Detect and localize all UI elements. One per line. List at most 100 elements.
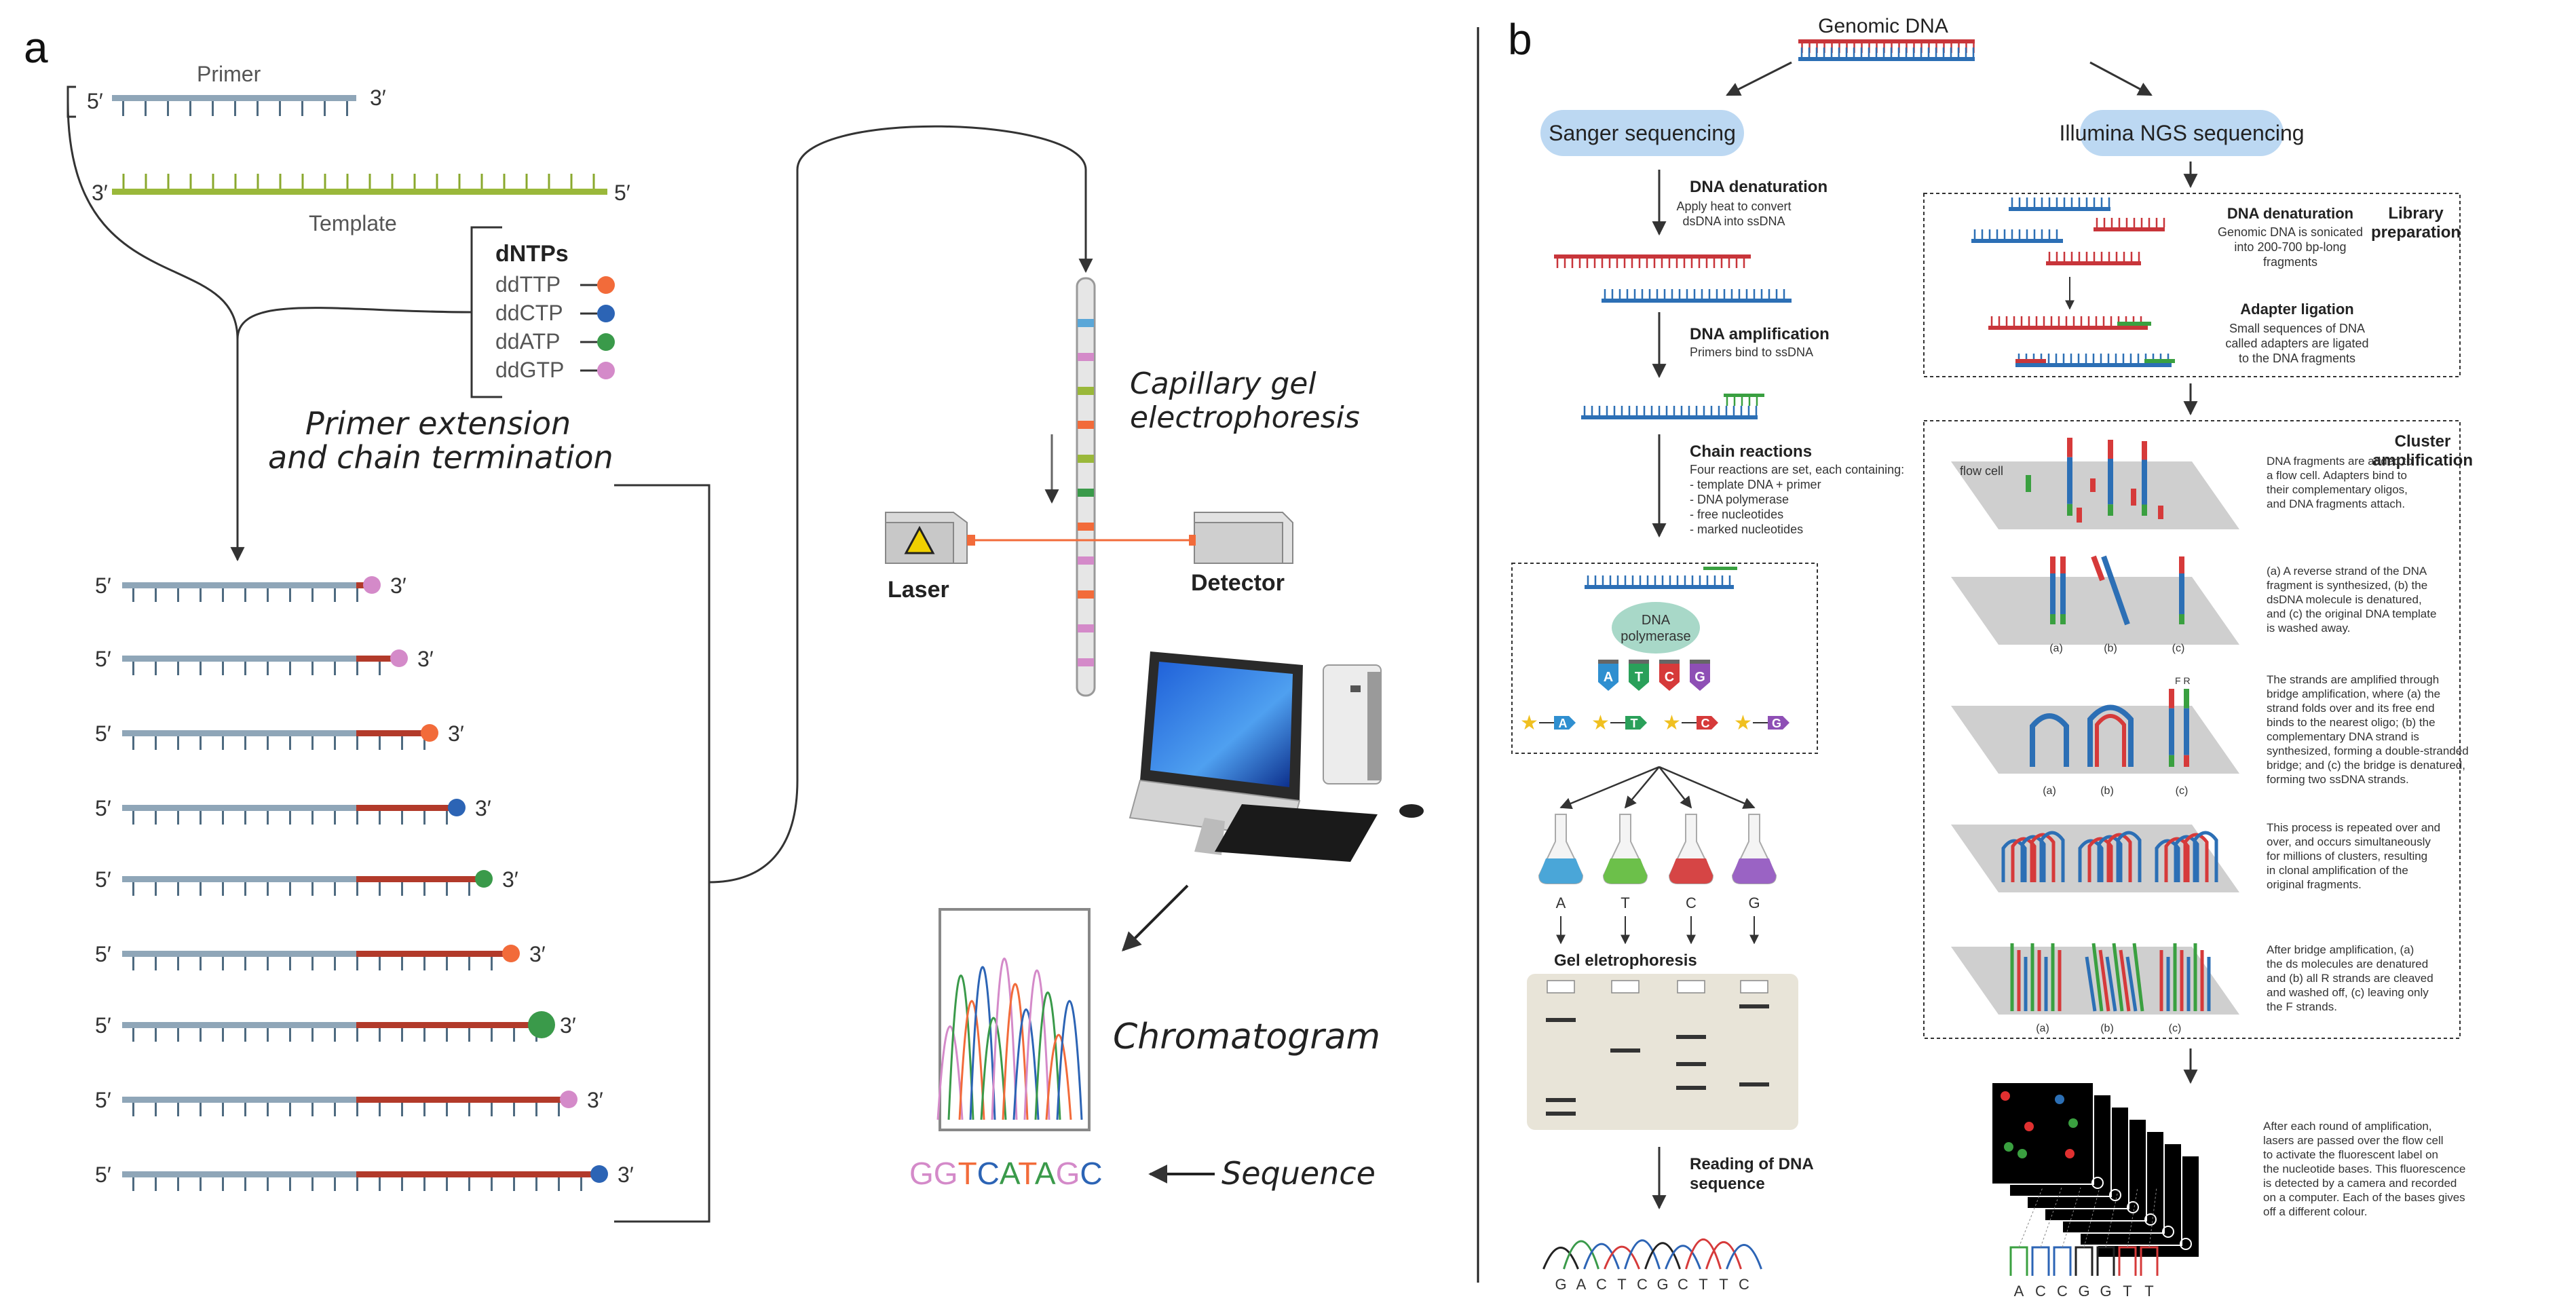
trace-bar bbox=[2009, 1246, 2028, 1276]
fragment-5-prime: 5′ bbox=[95, 1013, 111, 1038]
panel-b-letter: b bbox=[1508, 15, 1532, 64]
chromatogram-peak bbox=[1056, 1000, 1083, 1120]
desc-line: Apply heat to convert bbox=[1676, 200, 1791, 213]
read-base: C bbox=[1678, 1276, 1688, 1293]
flow-cell-label: flow cell bbox=[1960, 464, 2003, 478]
chromatogram-peak bbox=[936, 1025, 964, 1120]
desc-line: on a computer. Each of the bases gives bbox=[2263, 1191, 2465, 1204]
fragment-3-prime: 3′ bbox=[475, 796, 491, 820]
cluster-marker bbox=[2127, 1201, 2139, 1213]
sequence-text: GGTCATAGC bbox=[909, 1156, 1103, 1191]
ddntp-terminator-dot bbox=[390, 649, 408, 667]
trace-bar bbox=[2053, 1246, 2072, 1276]
adapter-desc: Small sequences of DNA called adapters ar… bbox=[2225, 322, 2368, 365]
trace-bar bbox=[2031, 1246, 2050, 1276]
merge-arrow bbox=[230, 307, 472, 562]
merge-line-left bbox=[67, 101, 239, 340]
fragment bbox=[2094, 218, 2165, 231]
desc-line: - template DNA + primer bbox=[1690, 478, 1821, 491]
sanger-title: Sanger sequencing bbox=[1549, 121, 1736, 145]
desc-line: Small sequences of DNA bbox=[2229, 322, 2365, 335]
flask-label: G bbox=[1748, 894, 1760, 911]
abc-label: (a) bbox=[2043, 785, 2056, 797]
capillary-band bbox=[1078, 455, 1094, 463]
cluster-bridge bbox=[2020, 835, 2046, 882]
capillary-band bbox=[1078, 556, 1094, 565]
detector-label: Detector bbox=[1191, 570, 1285, 596]
ddntp-dot bbox=[597, 362, 615, 379]
gel-band bbox=[1676, 1062, 1706, 1066]
sequence-letter: C bbox=[977, 1156, 1000, 1191]
fluorescent-spot bbox=[2055, 1095, 2064, 1104]
dntps-title: dNTPs bbox=[495, 241, 569, 267]
flask-liquid bbox=[1539, 858, 1583, 884]
nucleotide-letter: G bbox=[1694, 670, 1705, 685]
cluster-marker bbox=[2162, 1226, 2174, 1238]
desc-line: to activate the fluorescent label on bbox=[2263, 1148, 2438, 1161]
genomic-dna-label: Genomic DNA bbox=[1818, 15, 1948, 37]
final-strand bbox=[2119, 949, 2131, 1012]
star-icon: ★ bbox=[1734, 712, 1752, 734]
fragment-5-prime: 5′ bbox=[95, 647, 111, 671]
fragment-3-prime: 3′ bbox=[417, 647, 434, 671]
fragment: 5′ 3′ bbox=[95, 721, 464, 750]
cluster-bridge bbox=[2030, 833, 2056, 882]
template-3-prime: 3′ bbox=[92, 181, 108, 205]
nucleotide-letter: C bbox=[1665, 670, 1674, 685]
primer-template: 5′ 3′ 3′ 5′ bbox=[67, 86, 630, 205]
chromatogram-peak bbox=[1023, 969, 1050, 1120]
primer-strand bbox=[112, 95, 356, 101]
gel-band bbox=[1676, 1086, 1706, 1090]
gel-bands bbox=[1546, 980, 1769, 1116]
fragment bbox=[1971, 229, 2063, 243]
genomic-dna-strand bbox=[1798, 39, 1975, 61]
marked-nucleotide bbox=[1625, 716, 1647, 730]
desc-line: Primers bind to ssDNA bbox=[1690, 345, 1813, 359]
cluster-desc-line: synthesized, forming a double-stranded bbox=[2267, 744, 2469, 757]
marked-nucleotide bbox=[1554, 716, 1576, 730]
read-base: T bbox=[1699, 1276, 1707, 1293]
fragment-5-prime: 5′ bbox=[95, 1088, 111, 1112]
nucleotide-letter: A bbox=[1604, 670, 1613, 685]
read-base: G bbox=[1656, 1276, 1668, 1293]
ddntp-terminator-dot bbox=[421, 724, 438, 742]
desc-line: fragments bbox=[2263, 255, 2317, 269]
flask-liquid bbox=[1732, 858, 1776, 884]
flask-label: A bbox=[1556, 894, 1566, 911]
capillary-band bbox=[1078, 319, 1094, 327]
chromatogram-peak bbox=[969, 966, 996, 1120]
fragment-5-prime: 5′ bbox=[95, 867, 111, 892]
flask-label: T bbox=[1621, 894, 1629, 911]
gel-well bbox=[1740, 980, 1768, 994]
cluster-desc-line: strand folds over and its free end bbox=[2267, 702, 2435, 715]
library-title-2: preparation bbox=[2371, 223, 2461, 242]
nucleotide-tag bbox=[1629, 664, 1649, 691]
capillary-band bbox=[1078, 523, 1094, 531]
fluorescent-spot bbox=[2001, 1091, 2010, 1101]
read-base: C bbox=[1596, 1276, 1607, 1293]
trace-peak bbox=[1542, 1247, 1579, 1270]
fluorescent-spot bbox=[2024, 1122, 2034, 1131]
read-base: G bbox=[2100, 1283, 2111, 1300]
fragment-3-prime: 3′ bbox=[448, 721, 464, 746]
polymerase-line1: DNA bbox=[1642, 613, 1671, 628]
adapter-fragment bbox=[2015, 354, 2172, 367]
sanger-chain-desc: Four reactions are set, each containing:… bbox=[1690, 463, 1904, 536]
read-base: T bbox=[2144, 1283, 2153, 1300]
cluster-bridge bbox=[2155, 839, 2180, 882]
sequence-letter: G bbox=[1056, 1156, 1080, 1191]
final-strand bbox=[2132, 943, 2144, 1012]
gel-well bbox=[1547, 980, 1575, 994]
cluster-desc-line: (a) A reverse strand of the DNA bbox=[2267, 565, 2427, 578]
detector-device bbox=[1189, 512, 1293, 564]
cluster-descriptions: DNA fragments are added toa flow cell. A… bbox=[2267, 455, 2469, 1013]
cluster-desc-line: bridge; and (c) the bridge is denatured, bbox=[2267, 759, 2465, 772]
abc-label: (b) bbox=[2104, 643, 2117, 654]
fragment bbox=[2009, 197, 2110, 211]
gel bbox=[1527, 974, 1798, 1130]
ssdna-bottom bbox=[1602, 289, 1792, 303]
flask-liquid bbox=[1669, 858, 1713, 884]
